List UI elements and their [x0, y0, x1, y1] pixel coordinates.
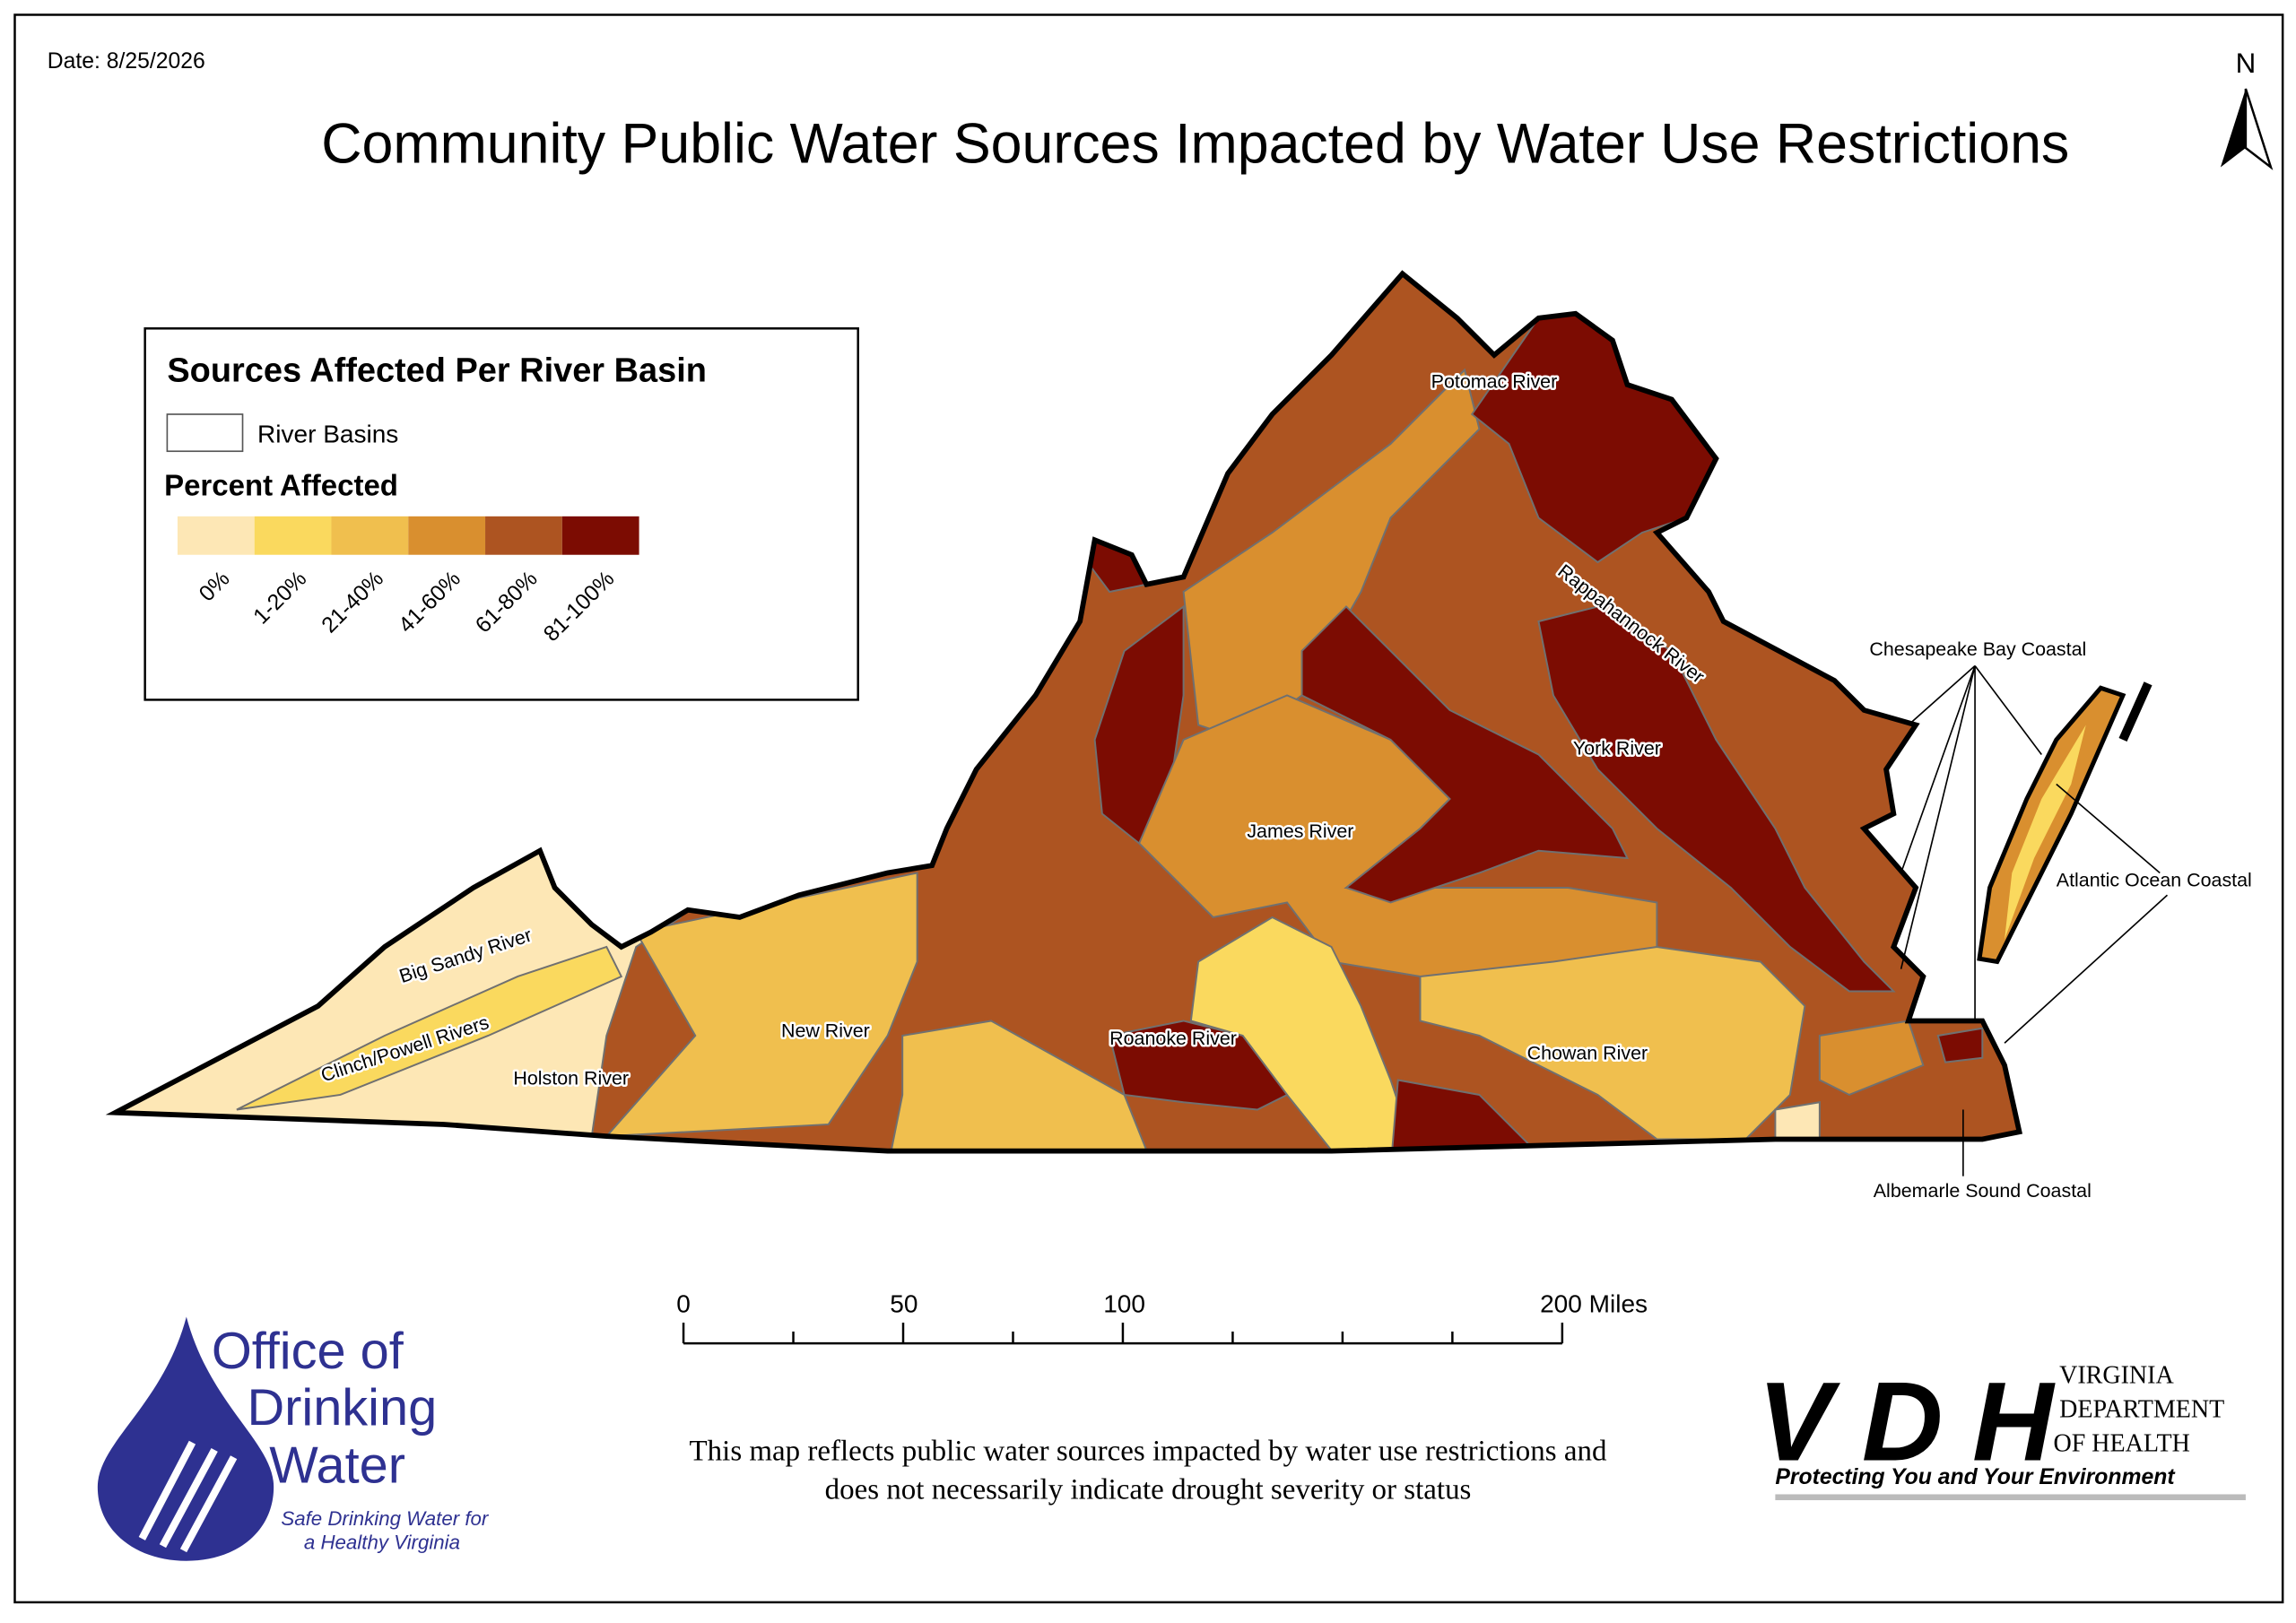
basin-label: Chowan River [1527, 1042, 1648, 1063]
legend: Sources Affected Per River Basin River B… [144, 327, 859, 701]
map-title: Community Public Water Sources Impacted … [321, 112, 2069, 175]
legend-swatch [485, 516, 562, 555]
frame [13, 13, 2284, 1604]
odw-title: Water [269, 1436, 405, 1494]
vdh-name: VIRGINIA [2059, 1362, 2174, 1390]
basin-label: James River [1247, 820, 1353, 842]
basin-label: Roanoke River [1109, 1028, 1237, 1049]
basin-swatch [166, 413, 244, 453]
coastal-label: Albemarle Sound Coastal [1874, 1180, 2092, 1202]
scale-label: 50 [890, 1290, 918, 1318]
vdh-name: DEPARTMENT [2059, 1396, 2224, 1424]
scale-label: 200 Miles [1540, 1290, 1648, 1318]
note-line: This map reflects public water sources i… [690, 1436, 1607, 1468]
note: This map reflects public water sources i… [690, 1436, 1607, 1506]
odw-logo: Office of Drinking Water Safe Drinking W… [97, 1316, 490, 1561]
scale-bar: 0 50 100 200 Miles [676, 1290, 1648, 1345]
legend-basins: River Basins [257, 420, 398, 447]
basin-label: Holston River [513, 1067, 629, 1089]
odw-title: Drinking [247, 1379, 437, 1436]
vdh-logo: VDH VIRGINIA DEPARTMENT OF HEALTH Protec… [1758, 1358, 2246, 1501]
coastal-labels: Chesapeake Bay Coastal Atlantic Ocean Co… [1869, 638, 2251, 1202]
basin-label: Potomac River [1431, 370, 1558, 392]
vdh-tagline: Protecting You and Your Environment [1775, 1465, 2176, 1489]
date: Date: 8/25/2026 [48, 49, 205, 74]
legend-title: Sources Affected Per River Basin [167, 352, 707, 390]
legend-swatch [177, 516, 255, 555]
coastal-label: Atlantic Ocean Coastal [2057, 869, 2252, 890]
basin-label: York River [1573, 737, 1661, 759]
legend-subtitle: Percent Affected [164, 469, 398, 502]
eastern-shore [1977, 681, 2152, 965]
odw-title: Office of [212, 1323, 404, 1380]
legend-swatch [408, 516, 486, 555]
vdh-name: OF HEALTH [2053, 1430, 2189, 1458]
legend-swatch [254, 516, 332, 555]
note-line: does not necessarily indicate drought se… [825, 1473, 1472, 1506]
basin-label: New River [781, 1020, 870, 1042]
odw-tagline: a Healthy Virginia [304, 1531, 460, 1553]
scale-label: 100 [1103, 1290, 1145, 1318]
legend-swatch [331, 516, 409, 555]
legend-swatch [561, 516, 639, 555]
vdh-mark: VDH [1758, 1358, 2056, 1484]
odw-tagline: Safe Drinking Water for [281, 1507, 490, 1530]
coastal-label: Chesapeake Bay Coastal [1869, 638, 2086, 660]
scale-label: 0 [676, 1290, 691, 1318]
north-label: N [2236, 48, 2257, 79]
